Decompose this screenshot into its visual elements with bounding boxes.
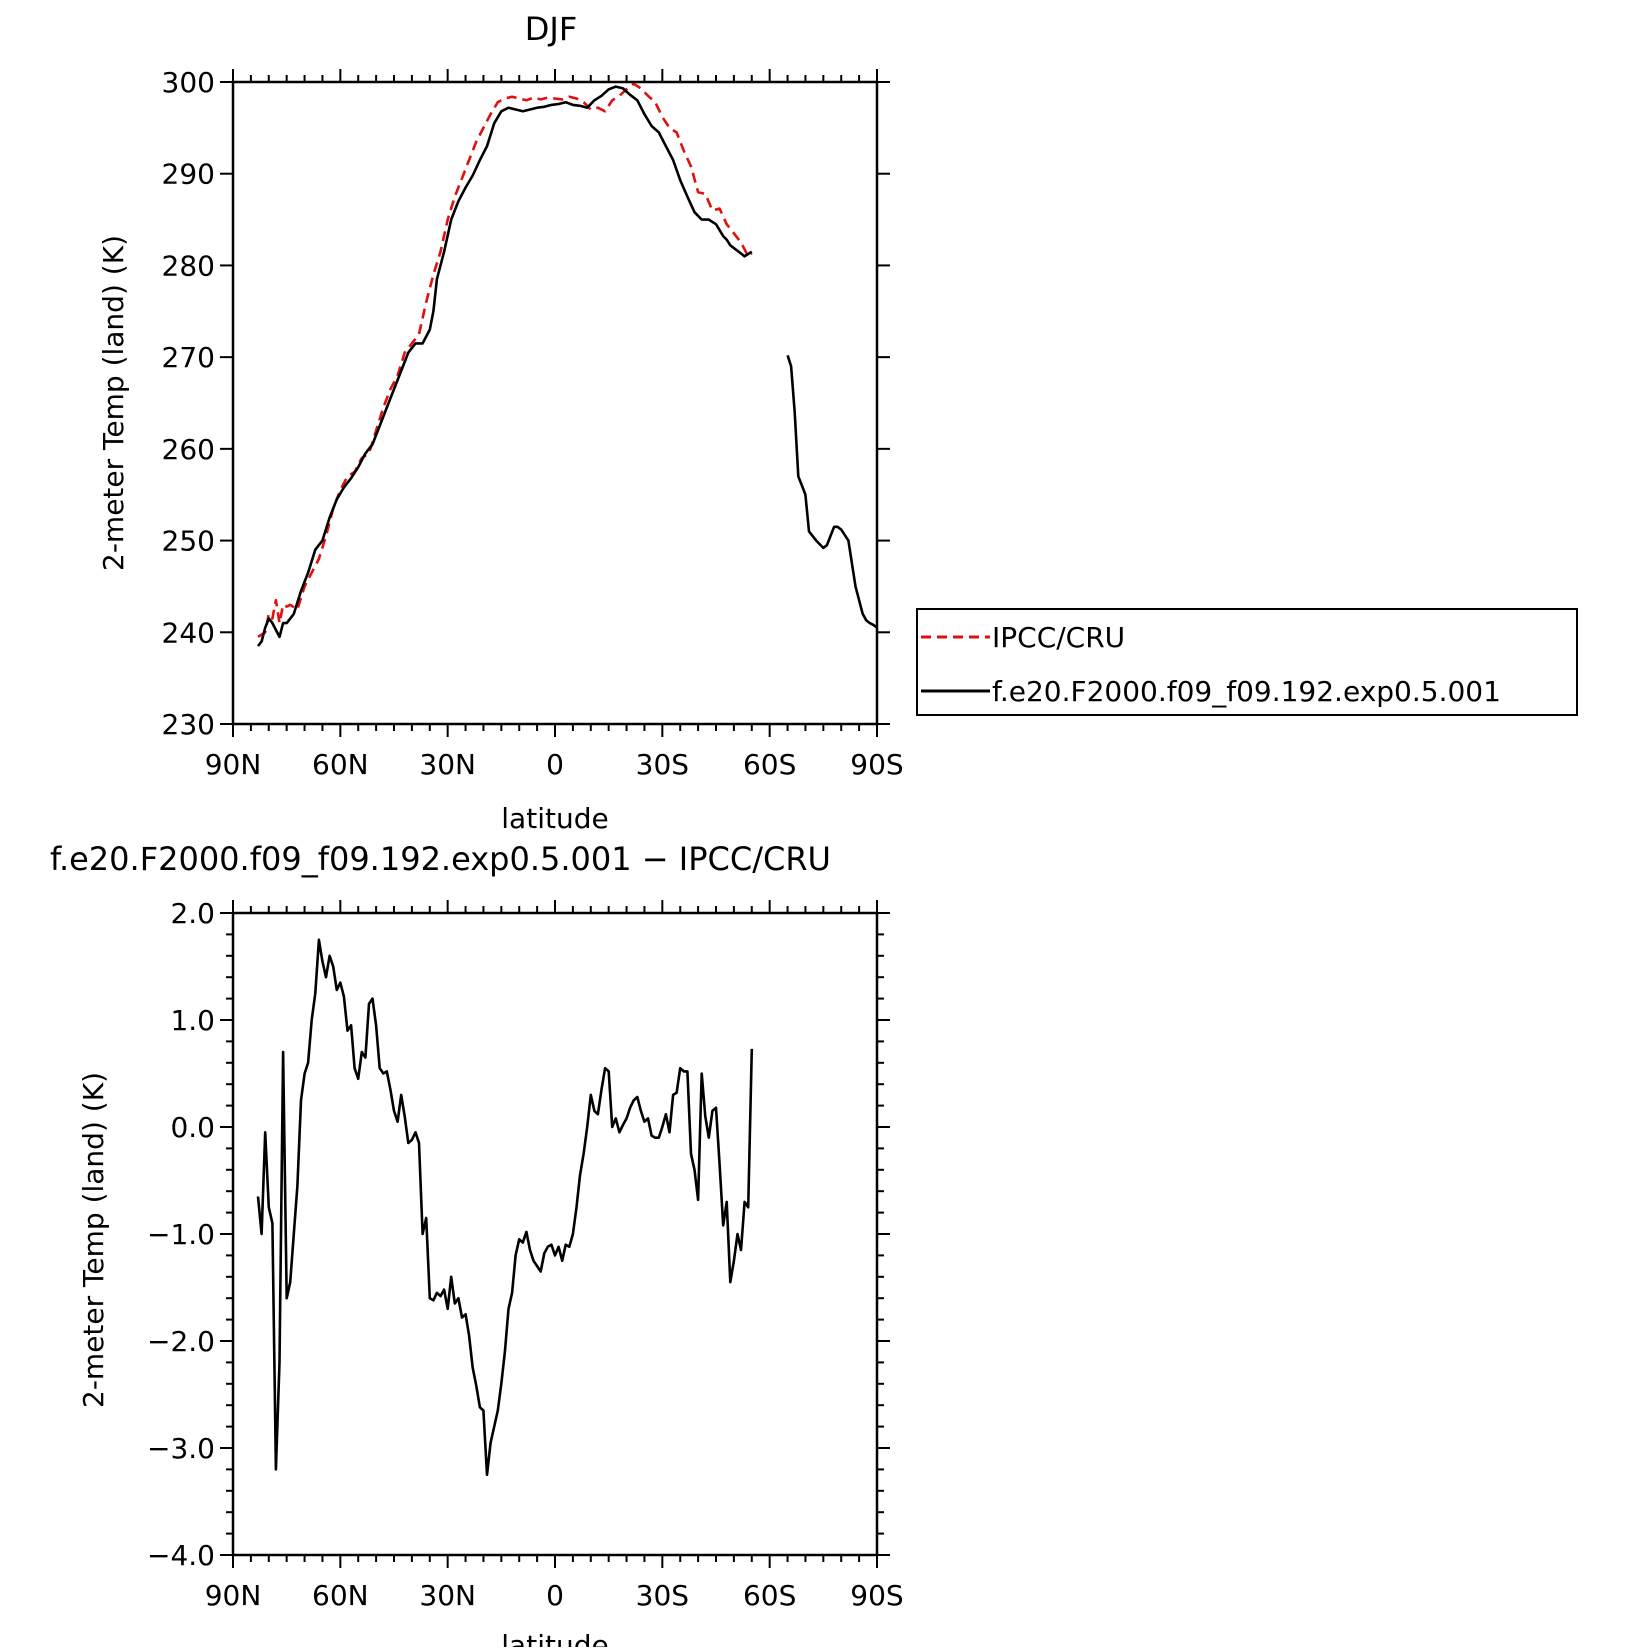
y-tick-label: 280	[162, 249, 215, 282]
top-axis-ticks	[220, 69, 890, 737]
bottom-axis-ticks	[220, 900, 890, 1568]
y-tick-label: 230	[162, 708, 215, 741]
y-tick-label: 300	[162, 66, 215, 99]
y-tick-label: 250	[162, 525, 215, 558]
series-line-model	[256, 85, 878, 647]
bottom-y-tick-labels: −4.0 −3.0 −2.0 −1.0 0.0 1.0 2.0	[147, 897, 215, 1572]
bottom-series-group	[256, 938, 754, 1477]
x-tick-label: 60N	[312, 1579, 369, 1612]
x-tick-label: 30N	[419, 1579, 476, 1612]
x-tick-label: 90S	[850, 748, 903, 781]
x-tick-label: 0	[546, 1579, 564, 1612]
y-tick-label: 2.0	[170, 897, 215, 930]
top-x-axis-label: latitude	[501, 802, 608, 835]
bottom-y-axis-label: 2-meter Temp (land) (K)	[77, 1072, 110, 1408]
y-tick-label: 270	[162, 341, 215, 374]
x-tick-label: 30S	[636, 748, 689, 781]
top-x-tick-labels: 90N 60N 30N 0 30S 60S 90S	[205, 748, 904, 781]
x-tick-label: 30S	[636, 1579, 689, 1612]
x-tick-label: 60S	[743, 1579, 796, 1612]
y-tick-label: −4.0	[147, 1539, 215, 1572]
y-tick-label: −2.0	[147, 1325, 215, 1358]
y-tick-label: 0.0	[170, 1111, 215, 1144]
y-tick-label: 240	[162, 616, 215, 649]
series-line-ipcc-cru	[257, 82, 753, 638]
top-title: DJF	[525, 10, 577, 48]
x-tick-label: 90S	[850, 1579, 903, 1612]
y-tick-label: −3.0	[147, 1432, 215, 1465]
y-tick-label: 1.0	[170, 1004, 215, 1037]
top-plot-frame	[231, 80, 879, 726]
y-tick-label: −1.0	[147, 1218, 215, 1251]
legend-label-ipcc-cru: IPCC/CRU	[992, 621, 1125, 654]
x-tick-label: 60S	[743, 748, 796, 781]
x-tick-label: 90N	[205, 1579, 262, 1612]
x-tick-label: 60N	[312, 748, 369, 781]
x-tick-label: 0	[546, 748, 564, 781]
x-tick-label: 30N	[419, 748, 476, 781]
legend: IPCC/CRU f.e20.F2000.f09_f09.192.exp0.5.…	[916, 608, 1578, 716]
difference-series-line	[256, 938, 754, 1477]
top-panel: DJF 230 240 250 260 270 280 290 300 90N 60N 30N 0 3…	[97, 10, 1578, 835]
top-series-group	[256, 82, 878, 647]
y-tick-label: 290	[162, 158, 215, 191]
top-y-tick-labels: 230 240 250 260 270 280 290 300	[162, 66, 215, 741]
legend-box	[916, 608, 1578, 716]
legend-label-model: f.e20.F2000.f09_f09.192.exp0.5.001	[992, 675, 1501, 708]
bottom-plot-frame	[231, 911, 879, 1557]
bottom-panel: f.e20.F2000.f09_f09.192.exp0.5.001 − IPC…	[50, 840, 904, 1651]
bottom-title: f.e20.F2000.f09_f09.192.exp0.5.001 − IPC…	[50, 840, 831, 878]
x-tick-label: 90N	[205, 748, 262, 781]
bottom-x-tick-labels: 90N 60N 30N 0 30S 60S 90S	[205, 1579, 904, 1612]
top-y-axis-label: 2-meter Temp (land) (K)	[97, 235, 130, 571]
bottom-x-axis-label: latitude	[501, 1629, 608, 1647]
y-tick-label: 260	[162, 433, 215, 466]
